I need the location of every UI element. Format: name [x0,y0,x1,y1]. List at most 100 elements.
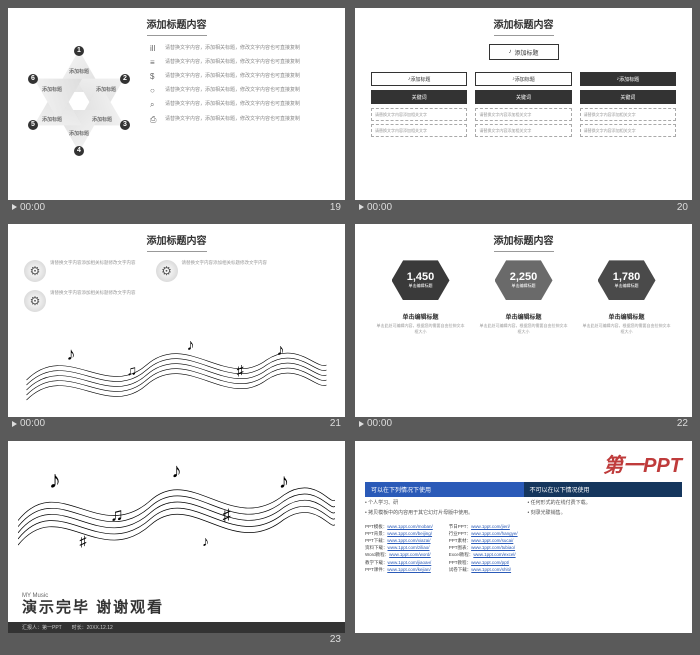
org-item: 请替换文字内容添加相关文字 [371,124,467,137]
stats-row: 1,450 单击编辑标题 2,250 单击编辑标题 1,780 单击编辑标题 [375,260,672,300]
resource-link[interactable]: www.1ppt.com/jieri/ [471,524,510,529]
org-root: ♪添加标题 [489,44,559,60]
hexagon-diagram: 添加标题 添加标题 添加标题 添加标题 添加标题 添加标题 1 2 3 4 5 … [24,44,134,154]
svg-text:♪: ♪ [171,459,181,482]
page-number: 22 [677,418,688,429]
desc-col: 单击编辑标题单击此处可编辑内容，根据您的需要自由拉伸文本框大小 [581,312,672,334]
org-col: ♪添加标题 关键词 请替换文字内容添加相关文字 请替换文字内容添加相关文字 [580,72,676,140]
stat-label: 单击编辑标题 [409,283,433,289]
slide21-body: ⚙请替换文字内容添加相关标题修改文字内容 ⚙请替换文字内容添加相关标题修改文字内… [8,260,345,410]
gear-icon: ⚙ [156,260,178,282]
hex-num: 4 [74,146,84,156]
play-control[interactable]: 00:00 [12,418,45,429]
play-control[interactable]: 00:00 [359,202,392,213]
time-label: 00:00 [20,418,45,429]
org-item: 请替换文字内容添加相关文字 [580,108,676,121]
resource-link[interactable]: www.1ppt.com/tubiao/ [471,545,515,550]
page-number: 19 [330,202,341,213]
resource-link[interactable]: www.1ppt.com/word/ [389,552,431,557]
stat-number: 2,250 [510,271,538,283]
resource-link[interactable]: www.1ppt.com/excel/ [473,552,515,557]
list-text: 请替换文字内容，添加相关标题，修改文字内容也可直接复制 [165,44,300,53]
desc-title: 单击编辑标题 [478,312,569,321]
org-row: ♪添加标题 关键词 请替换文字内容添加相关文字 请替换文字内容添加相关文字 ♪添… [371,72,676,140]
title-underline [494,35,554,36]
list-item: $请替换文字内容，添加相关标题，修改文字内容也可直接复制 [150,72,329,81]
slide22-body: 1,450 单击编辑标题 2,250 单击编辑标题 1,780 单击编辑标题 [355,260,692,334]
svg-text:♪: ♪ [49,467,61,494]
slide-22-wrap: 添加标题内容 1,450 单击编辑标题 2,250 单击编辑标题 [355,224,692,430]
time-label: 00:00 [20,202,45,213]
closing-title: 演示完毕 谢谢观看 [22,596,164,617]
hex-num: 3 [120,120,130,130]
list-text: 请替换文字内容，添加相关标题，修改文字内容也可直接复制 [165,100,300,110]
list-text: 请替换文字内容，添加相关标题，修改文字内容也可直接复制 [165,58,300,67]
music-wave: ♪ ♫ ♪ ♯ ♪ ♯ ♪ [18,449,335,559]
desc-body: 单击此处可编辑内容，根据您的需要自由拉伸文本框大小 [581,323,672,334]
svg-text:♯: ♯ [222,506,230,524]
org-box: ♪添加标题 [371,72,467,86]
slide19-body: 添加标题 添加标题 添加标题 添加标题 添加标题 添加标题 1 2 3 4 5 … [8,44,345,154]
resource-link[interactable]: www.1ppt.com/jiaoан/ [388,560,432,565]
resource-link[interactable]: www.1ppt.com/ppt/ [471,560,509,565]
gear-blocks: ⚙请替换文字内容添加相关标题修改文字内容 ⚙请替换文字内容添加相关标题修改文字内… [24,260,329,282]
gear-block: ⚙请替换文字内容添加相关标题修改文字内容 [24,260,136,282]
list-item: • 拷贝模板中的内容用于其它幻灯片母版中使用。 [365,509,520,516]
title-underline [494,251,554,252]
org-col: ♪添加标题 关键词 请替换文字内容添加相关文字 请替换文字内容添加相关文字 [371,72,467,140]
org-sub-box: 关键词 [371,90,467,104]
usage-bar: 可以在下列情况下使用 不可以在以下情况使用 [365,482,682,497]
resource-link[interactable]: www.1ppt.com/shiti/ [471,567,511,572]
gear-icon: ⚙ [24,290,46,312]
dollar-icon: $ [150,72,160,81]
link-column: 节日PPT：www.1ppt.com/jieri/行业PPT：www.1ppt.… [449,523,518,573]
title-underline [147,251,207,252]
org-item: 请替换文字内容添加相关文字 [475,108,571,121]
slide-20: 添加标题内容 ♪添加标题 ♪添加标题 关键词 请替换文字内容添加相关文字 请替换… [355,8,692,200]
wave-svg: ♪ ♫ ♪ ♯ ♪ ♯ ♪ [18,449,335,561]
list-text: 请替换文字内容，添加相关标题，修改文字内容也可直接复制 [165,86,300,95]
resource-link[interactable]: www.1ppt.com/sucai/ [471,538,513,543]
slide20-body: ♪添加标题 ♪添加标题 关键词 请替换文字内容添加相关文字 请替换文字内容添加相… [355,44,692,140]
time-label: 00:00 [367,418,392,429]
svg-text:♫: ♫ [110,503,124,524]
resource-link[interactable]: www.1ppt.com/kejian/ [387,567,431,572]
svg-text:♯: ♯ [79,534,87,550]
resource-link[interactable]: www.1ppt.com/hangye/ [471,531,518,536]
org-head: 添加标题 [410,76,430,83]
slide-21-wrap: 添加标题内容 ⚙请替换文字内容添加相关标题修改文字内容 ⚙请替换文字内容添加相关… [8,224,345,430]
stat-number: 1,780 [613,271,641,283]
org-item: 请替换文字内容添加相关文字 [580,124,676,137]
org-head: 添加标题 [515,76,535,83]
slide-footer: 00:00 20 [355,200,692,214]
org-box: ♪添加标题 [475,72,571,86]
stat-shape: 2,250 单击编辑标题 [495,260,553,300]
slide-title: 添加标题内容 [355,224,692,249]
slide-24-wrap: 第一PPT 可以在下列情况下使用 不可以在以下情况使用 • 个人学习、研 • 拷… [355,441,692,647]
title-underline [147,35,207,36]
hex-num: 2 [120,74,130,84]
links-section: PPT模板：www.1ppt.com/moban/PPT背景：www.1ppt.… [365,523,682,573]
list-text: 请替换文字内容，添加相关标题，修改文字内容也可直接复制 [165,115,300,125]
stat-label: 单击编辑标题 [615,283,639,289]
resource-link[interactable]: www.1ppt.com/xiazai/ [387,538,430,543]
list-item: • 个人学习、研 [365,499,520,506]
play-control[interactable]: 00:00 [359,418,392,429]
org-item: 请替换文字内容添加相关文字 [475,124,571,137]
gear-icon: ⚙ [24,260,46,282]
org-sub-box: 关键词 [475,90,571,104]
hex-num: 1 [74,46,84,56]
resource-link[interactable]: www.1ppt.com/moban/ [387,524,433,529]
link-column: PPT模板：www.1ppt.com/moban/PPT背景：www.1ppt.… [365,523,433,573]
list-item: ⎙请替换文字内容，添加相关标题，修改文字内容也可直接复制 [150,115,329,125]
stat-number: 1,450 [407,271,435,283]
play-control[interactable]: 00:00 [12,202,45,213]
resource-link[interactable]: www.1ppt.com/beijing/ [387,531,432,536]
list-item: ill请替换文字内容，添加相关标题，修改文字内容也可直接复制 [150,44,329,53]
page-number: 21 [330,418,341,429]
resource-link[interactable]: www.1ppt.com/ziliao/ [388,545,430,550]
stat-item: 1,450 单击编辑标题 [392,260,450,300]
play-icon [12,421,17,427]
hex-label: 添加标题 [96,86,116,93]
slide-23: ♪ ♫ ♪ ♯ ♪ ♯ ♪ MY Music 演示完毕 谢谢观看 汇报人：第一P… [8,441,345,633]
